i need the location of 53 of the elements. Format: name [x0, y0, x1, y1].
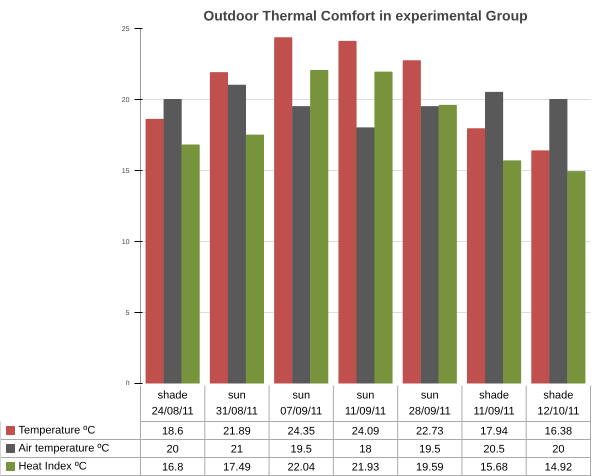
bar [310, 70, 328, 384]
bar [402, 60, 421, 384]
data-label: 18.6 [162, 426, 184, 438]
bar [274, 37, 292, 384]
bar [210, 72, 228, 384]
bar [182, 144, 200, 384]
bar [485, 92, 504, 384]
bar [164, 99, 182, 384]
bar [503, 160, 522, 384]
bar [531, 150, 550, 384]
bar [292, 106, 310, 384]
data-label: 21.93 [352, 462, 380, 474]
data-label: 22.04 [287, 462, 315, 474]
x-tick-label: shade 24/08/11 [152, 390, 194, 418]
data-label: 21 [230, 444, 244, 456]
data-label: 19.5 [290, 444, 312, 456]
bar [356, 127, 375, 384]
data-label: 20.5 [483, 444, 505, 456]
data-label: 19.5 [419, 444, 441, 456]
x-tick-label: shade 11/09/11 [473, 390, 515, 418]
legend-label: Heat Index ºC [18, 460, 87, 472]
x-tick-label: sun 31/08/11 [216, 390, 258, 418]
data-label: 20 [166, 444, 179, 456]
bar [567, 171, 586, 384]
data-label: 16.8 [162, 462, 184, 474]
data-label: 24.09 [352, 426, 380, 438]
data-label: 21.89 [223, 426, 251, 438]
data-label: 17.94 [480, 426, 508, 438]
data-label: 14.92 [544, 462, 572, 474]
bar [438, 104, 457, 384]
bar [467, 128, 486, 384]
x-tick-label: shade 12/10/11 [537, 390, 580, 418]
data-label: 24.35 [287, 426, 315, 438]
data-label: 16.38 [544, 426, 572, 438]
bar [338, 40, 357, 384]
bar [246, 134, 264, 384]
bar [549, 99, 568, 384]
data-label: 17.49 [223, 462, 251, 474]
chart-title: Outdoor Thermal Comfort in experimental Group [203, 8, 528, 24]
legend-label: Temperature ºC [18, 424, 96, 436]
x-tick-label: sun 11/09/11 [344, 390, 386, 418]
bar [228, 84, 246, 384]
data-label: 18 [359, 444, 372, 456]
x-tick-label: sun 07/09/11 [280, 390, 322, 418]
data-label: 19.59 [416, 462, 444, 474]
legend-label: Air temperature ºC [18, 442, 110, 454]
bar [146, 118, 164, 384]
data-label: 22.73 [416, 426, 444, 438]
data-label: 15.68 [480, 462, 508, 474]
data-label: 20 [552, 444, 564, 456]
bar [420, 106, 439, 384]
bar [374, 72, 393, 384]
x-tick-label: sun 28/09/11 [408, 390, 451, 418]
